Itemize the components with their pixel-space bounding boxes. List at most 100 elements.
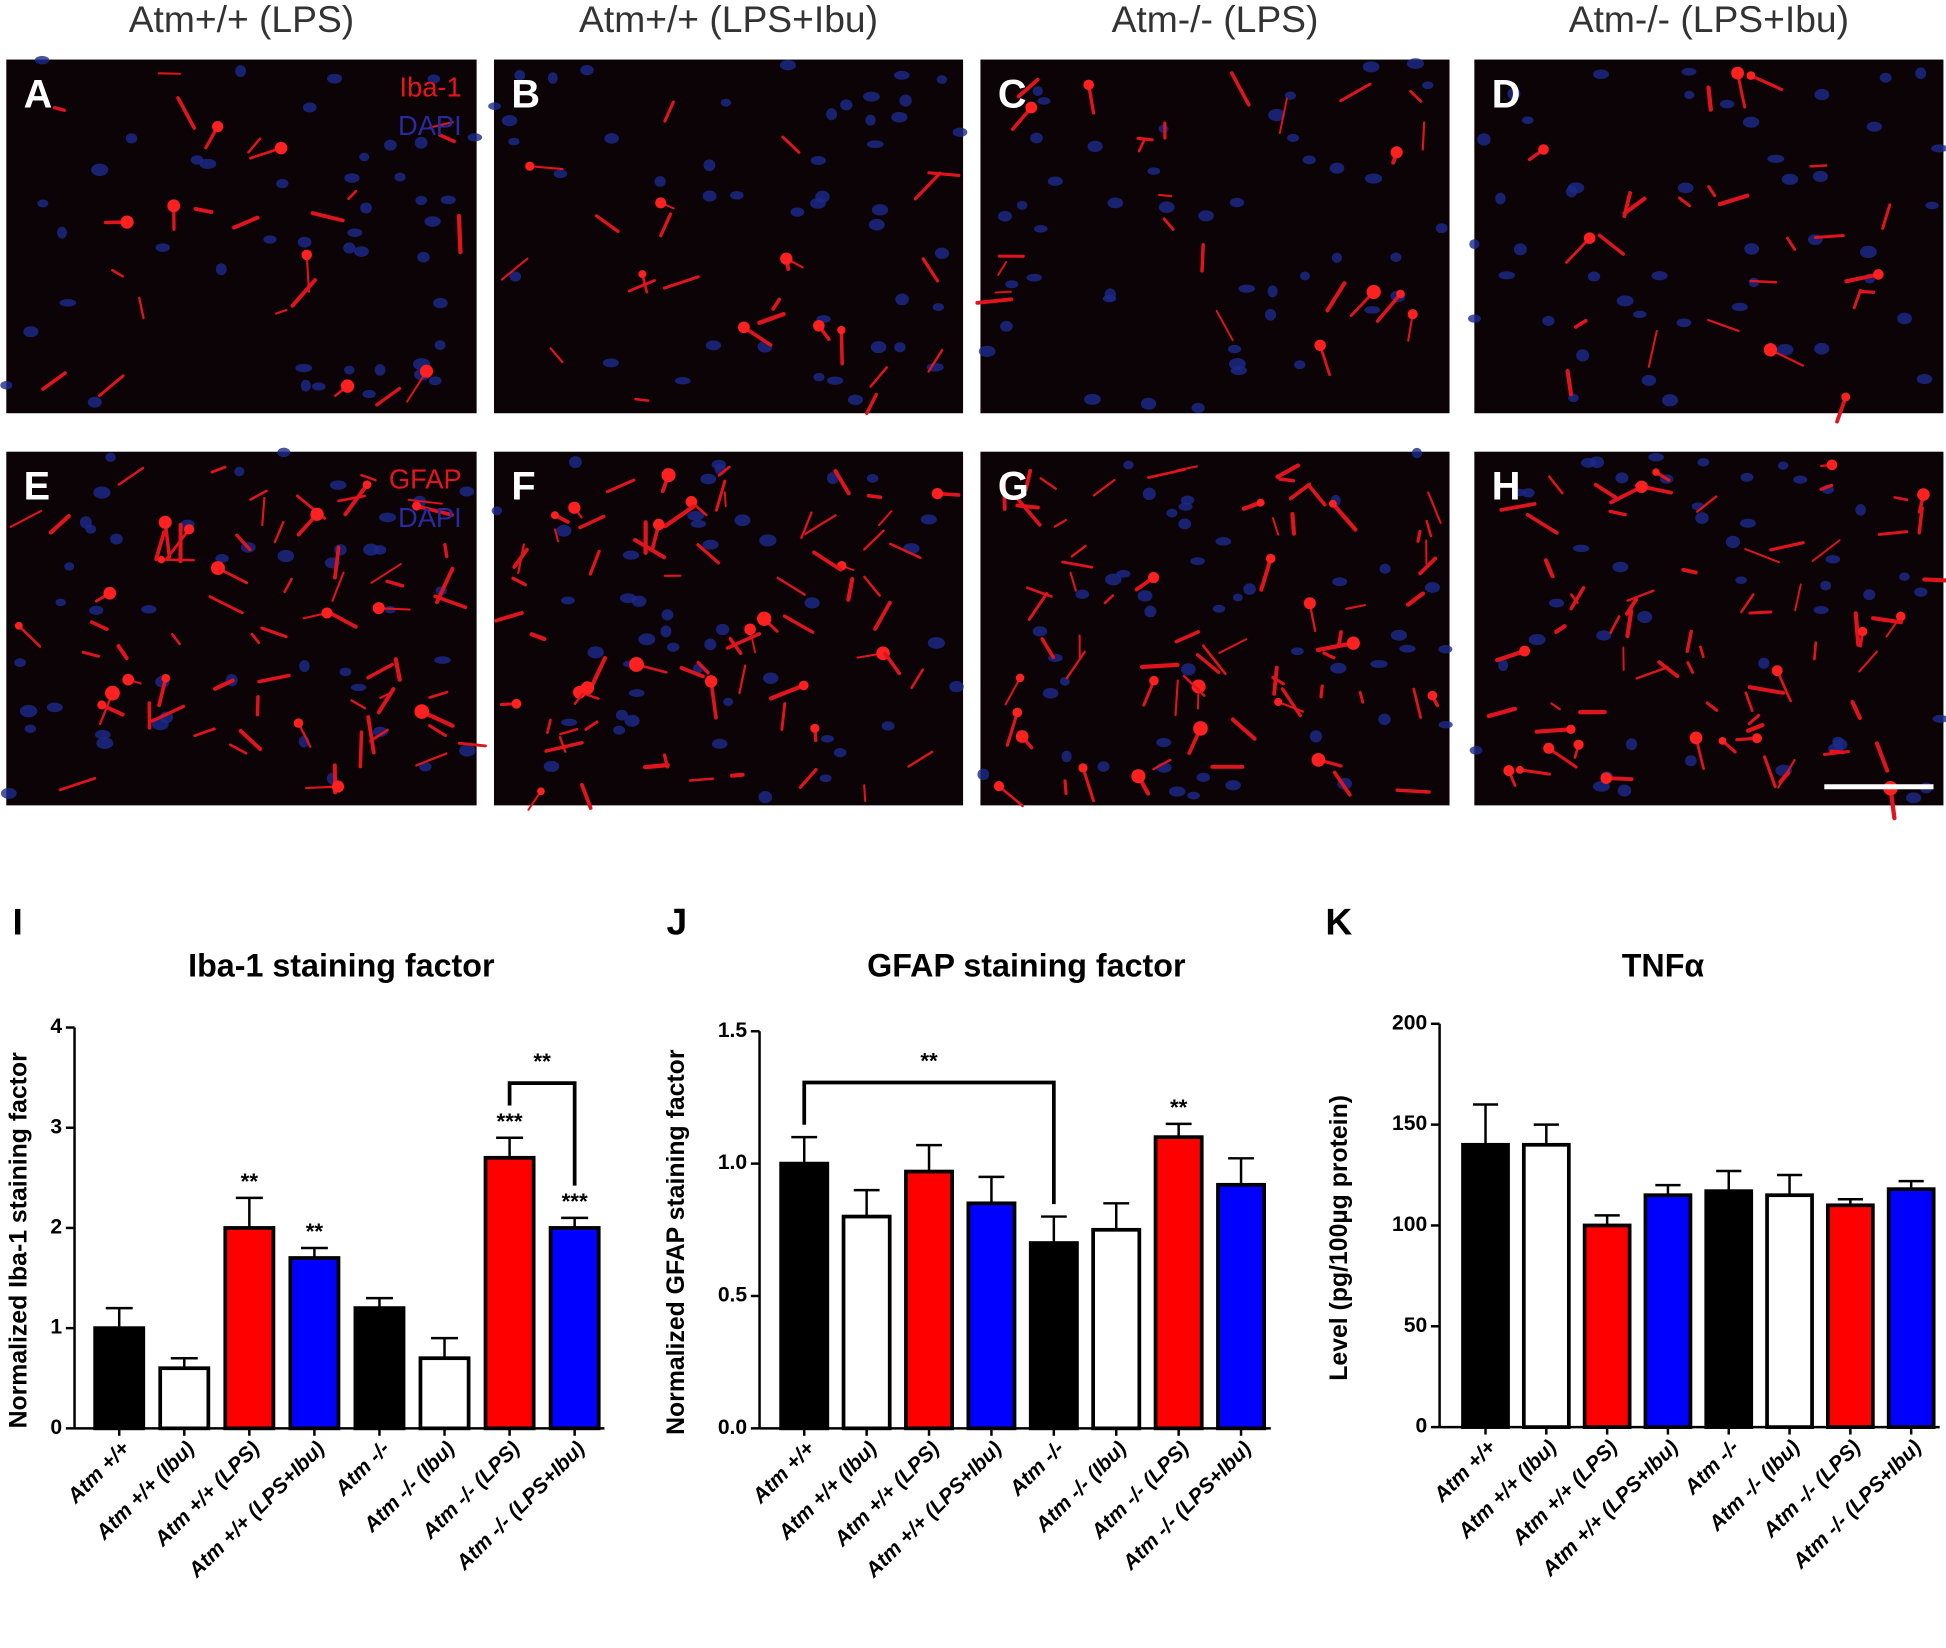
cell-process bbox=[1565, 368, 1574, 397]
y-tick-label: 2 bbox=[50, 1216, 62, 1239]
nucleus bbox=[96, 737, 114, 749]
nucleus bbox=[299, 660, 310, 673]
cell-process bbox=[889, 542, 922, 560]
cell-process bbox=[1337, 630, 1343, 647]
cell-process bbox=[663, 100, 675, 123]
nucleus bbox=[1000, 320, 1013, 332]
nucleus bbox=[759, 534, 777, 547]
micrograph-background bbox=[6, 451, 477, 806]
cell-body bbox=[1771, 665, 1783, 677]
nucleus bbox=[1107, 197, 1124, 209]
nucleus bbox=[561, 718, 578, 727]
panel-letter: K bbox=[1325, 900, 1352, 942]
nucleus bbox=[1212, 604, 1226, 613]
cell-process bbox=[1593, 482, 1620, 501]
cell-process bbox=[659, 212, 673, 238]
cell-process bbox=[1699, 645, 1705, 659]
cell-process bbox=[1747, 713, 1761, 726]
y-axis-label: Normalized Iba-1 staining factor bbox=[5, 1052, 32, 1429]
cell-process bbox=[117, 466, 145, 486]
nucleus bbox=[1378, 713, 1391, 726]
cell-process bbox=[1681, 567, 1698, 575]
cell-process bbox=[331, 571, 345, 602]
nucleus bbox=[1905, 792, 1922, 804]
nucleus bbox=[949, 681, 964, 693]
nucleus bbox=[1331, 252, 1343, 263]
cell-body bbox=[1015, 730, 1029, 743]
nucleus bbox=[91, 163, 109, 177]
nucleus bbox=[1522, 488, 1535, 498]
cell-body bbox=[1857, 626, 1868, 637]
nucleus bbox=[14, 658, 26, 667]
nucleus bbox=[1641, 374, 1657, 386]
nucleus bbox=[363, 543, 380, 556]
cell-body bbox=[1390, 146, 1403, 159]
cell-process bbox=[975, 297, 1014, 305]
nucleus bbox=[1744, 243, 1760, 255]
cell-process bbox=[138, 296, 145, 320]
cell-process bbox=[512, 547, 529, 569]
nucleus bbox=[1542, 315, 1555, 326]
nucleus bbox=[1855, 503, 1866, 516]
cell-process bbox=[176, 96, 197, 130]
cell-process bbox=[1486, 706, 1518, 719]
y-tick-label: 50 bbox=[1404, 1314, 1427, 1337]
nucleus bbox=[920, 514, 937, 525]
nucleus bbox=[1084, 393, 1101, 405]
nucleus bbox=[704, 638, 717, 651]
nucleus bbox=[1859, 245, 1877, 259]
cell-process bbox=[41, 371, 67, 391]
nucleus bbox=[110, 533, 123, 545]
cell-process bbox=[558, 736, 567, 753]
cell-process bbox=[554, 528, 560, 543]
nucleus bbox=[1191, 402, 1205, 414]
cell-process bbox=[414, 504, 455, 517]
cell-body bbox=[1311, 752, 1326, 767]
nucleus bbox=[619, 593, 637, 604]
cell-process bbox=[1877, 530, 1909, 536]
nucleus bbox=[1916, 374, 1933, 385]
cell-process bbox=[407, 498, 443, 505]
nucleus bbox=[459, 486, 475, 497]
cell-process bbox=[1063, 779, 1068, 796]
nucleus bbox=[1616, 295, 1634, 307]
cell-process bbox=[1622, 191, 1633, 219]
nucleus bbox=[1075, 589, 1090, 600]
cell-process bbox=[833, 469, 851, 496]
cell-body bbox=[1752, 733, 1762, 744]
nucleus bbox=[362, 389, 376, 399]
cell-process bbox=[260, 626, 288, 639]
micrograph bbox=[975, 58, 1450, 414]
cell-process bbox=[438, 133, 456, 144]
cell-process bbox=[1092, 478, 1116, 497]
cell-process bbox=[1004, 676, 1022, 706]
bar bbox=[288, 1256, 341, 1431]
cell-body bbox=[810, 723, 820, 733]
cell-body bbox=[157, 555, 166, 564]
cell-process bbox=[1853, 611, 1861, 647]
cell-process bbox=[1518, 768, 1551, 776]
nucleus bbox=[1329, 162, 1345, 174]
cell-process bbox=[1395, 788, 1431, 794]
cell-process bbox=[1230, 717, 1257, 741]
cell-process bbox=[1200, 243, 1205, 273]
cell-process bbox=[1819, 483, 1834, 491]
nucleus bbox=[895, 293, 909, 306]
cell-process bbox=[1647, 329, 1658, 368]
cell-body bbox=[525, 161, 535, 171]
nucleus bbox=[1268, 108, 1286, 122]
cell-body bbox=[321, 607, 333, 619]
cell-process bbox=[1706, 85, 1713, 112]
cell-process bbox=[1740, 593, 1755, 614]
cell-process bbox=[1917, 506, 1924, 535]
nucleus bbox=[0, 787, 17, 799]
cell-process bbox=[771, 297, 782, 311]
cell-process bbox=[1039, 477, 1058, 490]
nucleus bbox=[1059, 676, 1070, 686]
cell-body bbox=[331, 780, 345, 793]
cell-process bbox=[1405, 591, 1426, 607]
cell-process bbox=[865, 392, 878, 416]
cell-process bbox=[1685, 629, 1693, 654]
cell-process bbox=[366, 715, 376, 755]
cell-process bbox=[1547, 746, 1578, 769]
